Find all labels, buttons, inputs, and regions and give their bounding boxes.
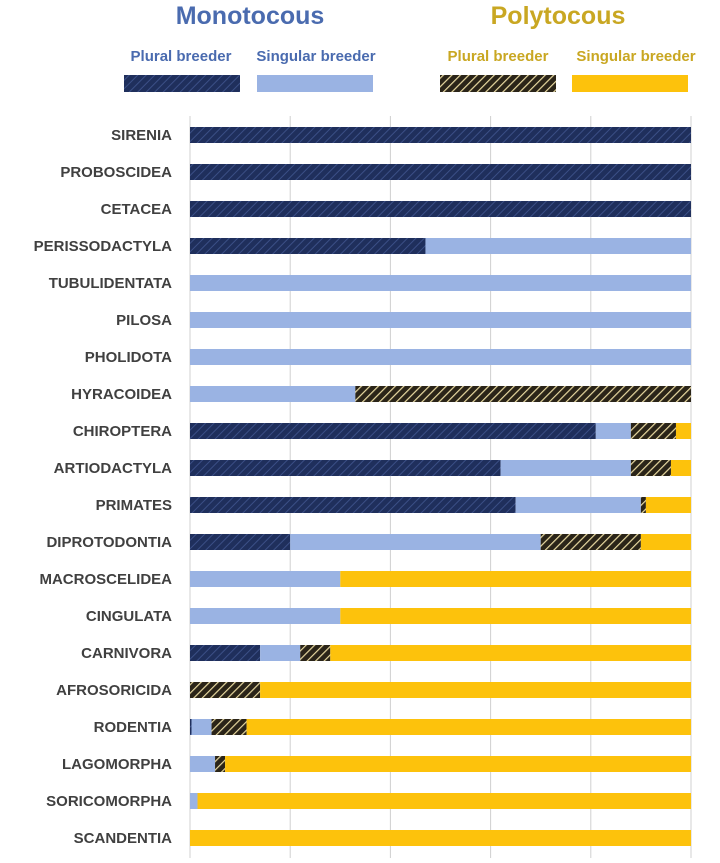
category-label-macroscelidea: MACROSCELIDEA [39,571,172,588]
category-label-perissodactyla: PERISSODACTYLA [34,238,173,255]
bar-carnivora-poly-singular [330,645,691,661]
legend-label-poly-plural: Plural breeder [448,48,549,65]
legend-title-monotocous: Monotocous [176,2,325,30]
category-label-artiodactyla: ARTIODACTYLA [54,460,172,477]
category-label-sirenia: SIRENIA [111,127,172,144]
legend-swatch-poly-singular [572,75,688,92]
category-label-pilosa: PILOSA [116,312,172,329]
category-label-tubulidentata: TUBULIDENTATA [49,275,172,292]
bar-primates-mono-plural [190,497,516,513]
legend-label-mono-plural: Plural breeder [131,48,232,65]
category-labels: SIRENIA PROBOSCIDEA CETACEA PERISSODACTYLA T… [34,127,173,847]
category-label-chiroptera: CHIROPTERA [73,423,172,440]
bar-artiodactyla-mono-plural [190,460,501,476]
bar-primates-poly-plural [640,497,646,513]
bar-carnivora-mono-singular [260,645,301,661]
bar-rodentia-poly-singular [246,719,691,735]
gridlines [189,116,692,858]
bar-artiodactyla-mono-singular [500,460,631,476]
bar-macroscelidea-poly-singular [340,571,691,587]
bar-carnivora-poly-plural [300,645,331,661]
bar-cetacea-mono-plural [190,201,691,217]
bar-macroscelidea-mono-singular [190,571,341,587]
bar-hyracoidea-mono-singular [190,386,356,402]
legend: Monotocous Polytocous Plural breeder Sin… [124,2,696,92]
bar-cingulata-mono-singular [190,608,341,624]
bar-pilosa-mono-singular [190,312,691,328]
bar-sirenia-mono-plural [190,127,691,143]
category-label-cetacea: CETACEA [101,201,173,218]
category-label-primates: PRIMATES [96,497,172,514]
bar-afrosoricida-poly-singular [260,682,691,698]
category-label-carnivora: CARNIVORA [81,645,172,662]
category-label-rodentia: RODENTIA [94,719,173,736]
category-label-cingulata: CINGULATA [86,608,172,625]
bar-cingulata-poly-singular [340,608,691,624]
category-label-afrosoricida: AFROSORICIDA [56,682,172,699]
category-label-soricomorpha: SORICOMORPHA [46,793,172,810]
category-label-diprotodontia: DIPROTODONTIA [46,534,172,551]
bar-lagomorpha-poly-plural [215,756,226,772]
bar-proboscidea-mono-plural [190,164,691,180]
bar-chiroptera-mono-plural [190,423,596,439]
bar-diprotodontia-poly-singular [640,534,691,550]
bar-rodentia-mono-singular [191,719,212,735]
legend-label-poly-singular: Singular breeder [576,48,695,65]
bar-diprotodontia-mono-singular [290,534,541,550]
bar-diprotodontia-poly-plural [540,534,641,550]
bar-soricomorpha-mono-singular [190,793,198,809]
category-label-proboscidea: PROBOSCIDEA [60,164,172,181]
bar-chiroptera-mono-singular [595,423,631,439]
category-label-lagomorpha: LAGOMORPHA [62,756,172,773]
legend-label-mono-singular: Singular breeder [256,48,375,65]
bar-chiroptera-poly-plural [630,423,676,439]
bar-carnivora-mono-plural [190,645,261,661]
bar-primates-poly-singular [645,497,691,513]
bar-lagomorpha-mono-singular [190,756,216,772]
legend-swatch-poly-plural [440,75,556,92]
bar-artiodactyla-poly-singular [670,460,691,476]
bar-diprotodontia-mono-plural [190,534,291,550]
bar-rodentia-poly-plural [211,719,247,735]
category-label-hyracoidea: HYRACOIDEA [71,386,172,403]
bar-perissodactyla-mono-singular [425,238,691,254]
bar-hyracoidea-poly-plural [355,386,691,402]
legend-swatch-mono-singular [257,75,373,92]
bar-scandentia-poly-singular [190,830,691,846]
category-label-scandentia: SCANDENTIA [74,830,173,847]
category-label-pholidota: PHOLIDOTA [85,349,172,366]
bar-chiroptera-poly-singular [675,423,691,439]
legend-swatch-mono-plural [124,75,240,92]
bars [190,127,691,846]
bar-lagomorpha-poly-singular [225,756,691,772]
bar-artiodactyla-poly-plural [630,460,671,476]
bar-rodentia-mono-plural [190,719,192,735]
bar-afrosoricida-poly-plural [190,682,261,698]
bar-tubulidentata-mono-singular [190,275,691,291]
legend-title-polytocous: Polytocous [491,2,626,30]
bar-soricomorpha-poly-singular [197,793,691,809]
bar-primates-mono-singular [515,497,641,513]
bar-perissodactyla-mono-plural [190,238,426,254]
bar-pholidota-mono-singular [190,349,691,365]
